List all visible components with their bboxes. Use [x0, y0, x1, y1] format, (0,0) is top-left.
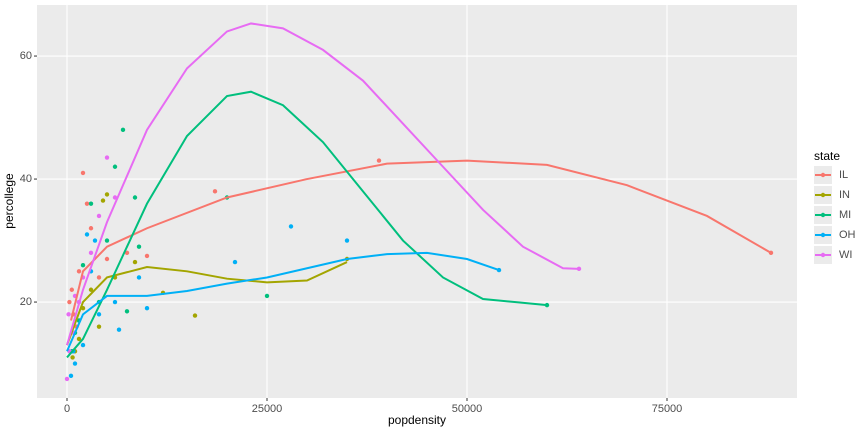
point: [76, 269, 82, 274]
legend-label: IL: [839, 169, 848, 181]
point: [144, 253, 150, 259]
point: [132, 195, 138, 200]
point: [124, 309, 130, 314]
point: [100, 198, 106, 203]
x-axis-label: popdensity: [388, 413, 446, 427]
plot-panel: [37, 5, 797, 398]
point: [66, 312, 71, 317]
point: [69, 287, 75, 292]
y-tick-label: 20: [20, 296, 32, 308]
y-tick-label: 40: [20, 173, 32, 185]
y-tick-label: 60: [20, 50, 32, 62]
point: [104, 155, 110, 160]
legend-label: WI: [839, 249, 852, 261]
point: [136, 244, 142, 249]
point: [92, 238, 98, 243]
point: [88, 250, 94, 256]
legend-point: [820, 252, 826, 258]
point: [84, 201, 90, 206]
point: [80, 170, 86, 176]
point: [124, 250, 130, 256]
point: [96, 213, 102, 219]
point: [192, 313, 198, 318]
point: [104, 192, 110, 197]
point: [88, 226, 94, 231]
x-tick-label: 0: [64, 403, 70, 415]
legend-label: MI: [839, 209, 851, 221]
point: [212, 189, 218, 194]
legend-label: IN: [839, 189, 850, 201]
point: [132, 259, 138, 265]
smooth-line: [66, 251, 500, 352]
point: [116, 327, 122, 332]
point: [232, 259, 238, 265]
x-tick-label: 75000: [652, 403, 683, 415]
point: [76, 336, 82, 342]
smooth-line: [66, 22, 580, 346]
smooth-line: [66, 261, 348, 346]
smooth-line: [66, 90, 548, 359]
point: [144, 306, 150, 311]
point: [84, 232, 90, 237]
legend-point: [820, 172, 826, 178]
point: [104, 256, 110, 262]
point: [112, 164, 118, 169]
legend-title: state: [814, 149, 840, 163]
point: [96, 324, 102, 329]
point: [96, 275, 102, 280]
legend-label: OH: [839, 229, 856, 241]
point: [88, 287, 94, 292]
point: [80, 342, 86, 348]
point: [136, 275, 142, 280]
x-tick-label: 25000: [252, 403, 283, 415]
point: [376, 158, 382, 163]
point: [288, 224, 294, 229]
point: [70, 355, 75, 360]
point: [344, 238, 350, 243]
y-axis-label: percollege: [2, 173, 16, 229]
legend-point: [820, 232, 826, 238]
point: [72, 361, 78, 366]
point: [112, 299, 118, 305]
legend-point: [820, 212, 826, 218]
point: [120, 127, 126, 133]
point: [64, 376, 70, 382]
point: [88, 201, 94, 206]
point: [264, 293, 270, 299]
point: [80, 262, 86, 268]
x-tick-label: 50000: [452, 403, 483, 415]
legend-point: [820, 192, 826, 198]
point: [67, 299, 72, 305]
point: [96, 312, 102, 317]
point: [104, 238, 110, 243]
point: [68, 373, 74, 379]
